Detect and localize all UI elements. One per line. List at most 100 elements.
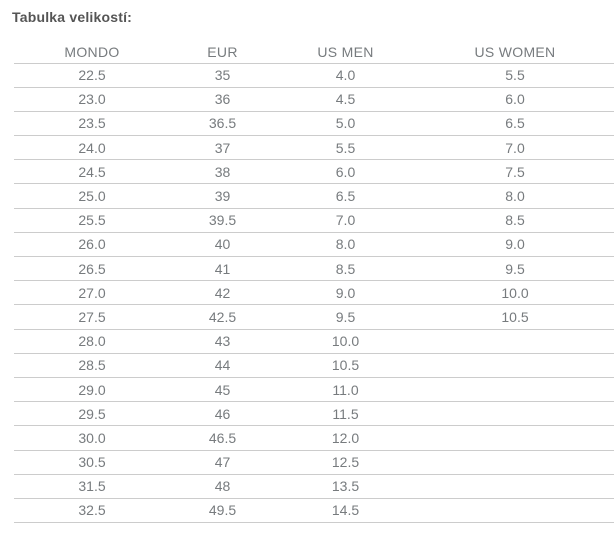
table-cell: 8.0 xyxy=(275,232,416,258)
table-cell: 8.5 xyxy=(275,256,416,282)
table-cell: 48 xyxy=(170,474,275,499)
table-row: 24.5 38 6.0 7.5 xyxy=(14,159,614,185)
table-cell: 6.5 xyxy=(275,183,416,209)
column-header-mondo: MONDO xyxy=(14,42,170,64)
table-cell: 23.0 xyxy=(14,87,170,112)
table-cell: 4.0 xyxy=(275,63,416,88)
table-cell: 13.5 xyxy=(275,474,416,499)
table-cell: 47 xyxy=(170,450,275,475)
table-cell: 42 xyxy=(170,280,275,306)
table-row: 23.0 36 4.5 6.0 xyxy=(14,87,614,112)
table-row: 30.5 47 12.5 xyxy=(14,450,614,475)
table-cell: 6.5 xyxy=(416,111,614,137)
table-row: 25.5 39.5 7.0 8.5 xyxy=(14,208,614,233)
table-cell: 24.5 xyxy=(14,159,170,185)
table-row: 28.0 43 10.0 xyxy=(14,329,614,354)
table-cell: 11.0 xyxy=(275,377,416,403)
column-header-us-women: US WOMEN xyxy=(416,42,614,64)
table-cell: 25.0 xyxy=(14,183,170,209)
table-cell: 49.5 xyxy=(170,498,275,524)
size-conversion-table: MONDO EUR US MEN US WOMEN 22.5 35 4.0 5.5 23… xyxy=(14,42,614,524)
table-cell xyxy=(416,353,614,378)
table-cell: 35 xyxy=(170,63,275,88)
table-cell: 26.0 xyxy=(14,232,170,258)
table-cell: 10.0 xyxy=(416,280,614,306)
table-cell: 28.5 xyxy=(14,353,170,378)
table-cell: 12.5 xyxy=(275,450,416,475)
table-cell: 31.5 xyxy=(14,474,170,499)
table-cell: 9.5 xyxy=(416,256,614,282)
table-cell: 27.0 xyxy=(14,280,170,306)
table-cell: 8.0 xyxy=(416,183,614,209)
table-cell: 46.5 xyxy=(170,425,275,451)
table-body: 22.5 35 4.0 5.5 23.0 36 4.5 6.0 23.5 36.5 5.0 6.5 24… xyxy=(14,63,614,524)
table-cell: 32.5 xyxy=(14,498,170,524)
table-header-row: MONDO EUR US MEN US WOMEN xyxy=(14,42,614,64)
table-cell xyxy=(416,377,614,403)
table-cell: 11.5 xyxy=(275,401,416,427)
table-cell: 36.5 xyxy=(170,111,275,137)
table-cell: 23.5 xyxy=(14,111,170,137)
table-cell: 6.0 xyxy=(416,87,614,112)
table-row: 27.5 42.5 9.5 10.5 xyxy=(14,304,614,330)
table-cell: 7.0 xyxy=(275,208,416,233)
table-cell xyxy=(416,450,614,475)
table-row: 26.0 40 8.0 9.0 xyxy=(14,232,614,258)
table-row: 28.5 44 10.5 xyxy=(14,353,614,378)
table-cell: 6.0 xyxy=(275,159,416,185)
table-cell xyxy=(416,425,614,451)
table-cell: 29.0 xyxy=(14,377,170,403)
table-cell: 4.5 xyxy=(275,87,416,112)
table-cell: 41 xyxy=(170,256,275,282)
table-cell: 40 xyxy=(170,232,275,258)
table-cell: 44 xyxy=(170,353,275,378)
table-cell xyxy=(416,498,614,524)
table-cell: 7.0 xyxy=(416,135,614,161)
table-cell: 39 xyxy=(170,183,275,209)
table-cell: 36 xyxy=(170,87,275,112)
table-row: 27.0 42 9.0 10.0 xyxy=(14,280,614,306)
table-cell: 14.5 xyxy=(275,498,416,524)
table-row: 26.5 41 8.5 9.5 xyxy=(14,256,614,282)
table-cell: 29.5 xyxy=(14,401,170,427)
table-cell: 28.0 xyxy=(14,329,170,354)
table-cell: 30.5 xyxy=(14,450,170,475)
table-cell: 25.5 xyxy=(14,208,170,233)
table-cell: 22.5 xyxy=(14,63,170,88)
table-row: 24.0 37 5.5 7.0 xyxy=(14,135,614,161)
table-row: 22.5 35 4.0 5.5 xyxy=(14,63,614,88)
table-row: 25.0 39 6.5 8.0 xyxy=(14,183,614,209)
table-cell: 37 xyxy=(170,135,275,161)
table-cell: 8.5 xyxy=(416,208,614,233)
table-cell: 7.5 xyxy=(416,159,614,185)
table-cell: 5.0 xyxy=(275,111,416,137)
table-cell: 27.5 xyxy=(14,304,170,330)
table-row: 30.0 46.5 12.0 xyxy=(14,425,614,451)
table-cell: 24.0 xyxy=(14,135,170,161)
table-cell: 42.5 xyxy=(170,304,275,330)
table-cell: 9.5 xyxy=(275,304,416,330)
table-cell: 10.0 xyxy=(275,329,416,354)
table-cell xyxy=(416,401,614,427)
table-cell: 30.0 xyxy=(14,425,170,451)
table-cell: 10.5 xyxy=(275,353,416,378)
column-header-eur: EUR xyxy=(170,42,275,64)
table-cell: 46 xyxy=(170,401,275,427)
table-cell: 45 xyxy=(170,377,275,403)
table-cell: 26.5 xyxy=(14,256,170,282)
table-cell: 38 xyxy=(170,159,275,185)
table-cell: 5.5 xyxy=(275,135,416,161)
column-header-us-men: US MEN xyxy=(275,42,416,64)
page-title: Tabulka velikostí: xyxy=(12,9,133,25)
table-row: 31.5 48 13.5 xyxy=(14,474,614,499)
table-cell xyxy=(416,474,614,499)
table-cell: 39.5 xyxy=(170,208,275,233)
table-cell: 10.5 xyxy=(416,304,614,330)
table-cell xyxy=(416,329,614,354)
table-cell: 12.0 xyxy=(275,425,416,451)
table-row: 32.5 49.5 14.5 xyxy=(14,498,614,524)
table-cell: 9.0 xyxy=(416,232,614,258)
table-row: 29.0 45 11.0 xyxy=(14,377,614,403)
table-row: 23.5 36.5 5.0 6.5 xyxy=(14,111,614,137)
